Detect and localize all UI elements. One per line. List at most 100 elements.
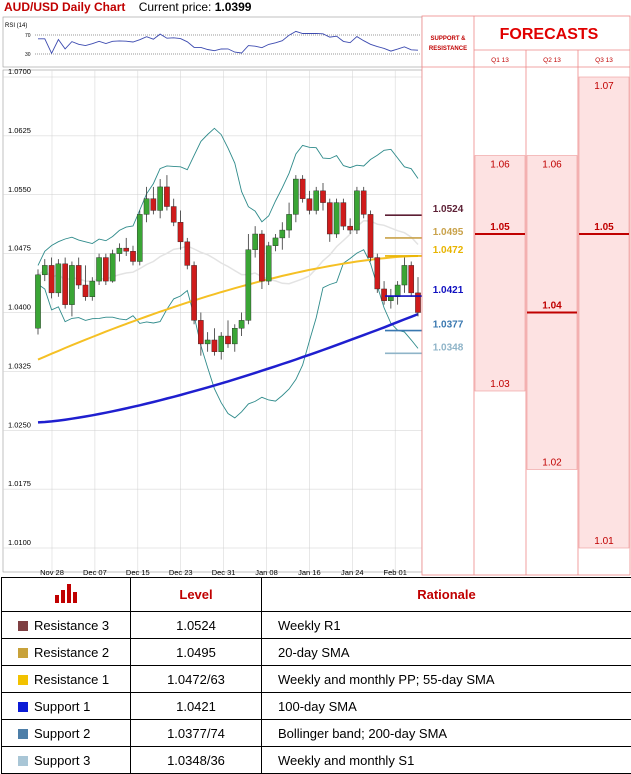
- candle-body: [170, 206, 177, 223]
- level-lines-panel: 1.0524 1.0495 1.0472 1.0421 1.0377 1.0348: [433, 204, 464, 353]
- candle-body: [252, 233, 258, 250]
- candle-body: [130, 251, 136, 262]
- rationale-column-header: Rationale: [261, 577, 631, 612]
- level-column-header: Level: [130, 577, 262, 612]
- level-rationale: 100-day SMA: [261, 692, 631, 720]
- y-tick-label: 1.0325: [8, 361, 31, 370]
- level-label: 1.0495: [433, 227, 464, 238]
- bollinger-upper-band: [37, 127, 419, 266]
- candle-body: [164, 186, 170, 207]
- x-tick-label: Dec 31: [212, 568, 236, 577]
- candle-body: [225, 335, 231, 345]
- candle-body: [415, 292, 421, 313]
- chart-title: AUD/USD Daily Chart: [4, 0, 126, 14]
- candle-body: [48, 265, 55, 294]
- candle-body: [184, 241, 191, 266]
- forecast-range-bar: [578, 76, 630, 549]
- level-value: 1.0348/36: [130, 746, 262, 774]
- current-price-value: 1.0399: [214, 0, 252, 14]
- x-axis-labels: Nov 28 Dec 07 Dec 15 Dec 23 Dec 31 Jan 08 Jan …: [40, 568, 407, 577]
- candle-body: [299, 178, 306, 199]
- candle-body: [204, 339, 211, 345]
- table-row: Resistance 2 1.0495 20-day SMA: [1, 638, 631, 666]
- level-rationale: Weekly R1: [261, 611, 631, 639]
- candle-body: [340, 202, 347, 227]
- forecast-low-label: 1.02: [542, 458, 562, 469]
- level-name-cell: Resistance 1: [1, 665, 131, 693]
- level-color-swatch: [18, 755, 28, 766]
- forecast-panel: SUPPORT & RESISTANCE FORECASTS Q1 13 Q2 …: [421, 15, 631, 576]
- levels-table-body: Resistance 3 1.0524 Weekly R1 Resistance 2 1…: [1, 611, 631, 774]
- y-axis-labels: 1.0700 1.0625 1.0550 1.0475 1.0400 1.0325 1.02…: [8, 67, 31, 547]
- rsi-label: RSI (14): [5, 23, 27, 29]
- level-value: 1.0472/63: [130, 665, 262, 693]
- candle-body: [89, 280, 96, 298]
- sma-100-line: [37, 312, 419, 424]
- table-row: Support 2 1.0377/74 Bollinger band; 200-da…: [1, 719, 631, 747]
- rsi-level-30: 30: [25, 52, 31, 58]
- candle-body: [367, 214, 374, 258]
- level-value: 1.0495: [130, 638, 262, 666]
- forecast-high-label: 1.06: [542, 160, 562, 171]
- x-tick-label: Dec 15: [126, 568, 150, 577]
- candle-body: [116, 247, 123, 254]
- candle-body: [333, 202, 340, 235]
- level-name: Resistance 2: [34, 644, 110, 660]
- candle-body: [177, 222, 184, 243]
- x-tick-label: Nov 28: [40, 568, 64, 577]
- candle-body: [293, 178, 299, 215]
- table-row: Resistance 3 1.0524 Weekly R1: [1, 611, 631, 639]
- x-tick-label: Jan 08: [255, 568, 278, 577]
- chart-header: AUD/USD Daily Chart Current price: 1.039…: [4, 0, 251, 14]
- level-label: 1.0472: [433, 245, 464, 256]
- y-tick-label: 1.0175: [8, 479, 31, 488]
- candle-body: [35, 274, 41, 329]
- candle-body: [259, 233, 265, 282]
- y-tick-label: 1.0550: [8, 185, 31, 194]
- forecasts-heading: FORECASTS: [500, 26, 599, 43]
- y-tick-label: 1.0475: [8, 244, 31, 253]
- level-name: Resistance 1: [34, 671, 110, 687]
- x-tick-label: Jan 16: [298, 568, 321, 577]
- level-rationale: Weekly and monthly PP; 55-day SMA: [261, 665, 631, 693]
- table-row: Support 1 1.0421 100-day SMA: [1, 692, 631, 720]
- x-tick-label: Dec 07: [83, 568, 107, 577]
- support-resistance-heading-1: SUPPORT &: [430, 36, 466, 42]
- candle-body: [157, 186, 163, 211]
- forecast-median-label: 1.05: [490, 222, 510, 233]
- vertical-gridlines: [51, 70, 396, 572]
- candle-body: [326, 202, 333, 235]
- forecast-quarter-q1: Q1 13: [491, 57, 509, 64]
- candle-body: [231, 328, 238, 345]
- level-name: Support 1: [34, 698, 91, 714]
- level-label: 1.0348: [433, 342, 464, 353]
- table-row: Resistance 1 1.0472/63 Weekly and monthly …: [1, 665, 631, 693]
- candle-body: [109, 253, 116, 282]
- candle-body: [381, 288, 387, 301]
- candle-body: [313, 190, 320, 211]
- level-color-swatch: [18, 647, 28, 658]
- x-tick-label: Dec 23: [169, 568, 193, 577]
- candle-body: [286, 214, 292, 231]
- level-value: 1.0421: [130, 692, 262, 720]
- level-label: 1.0377: [433, 320, 464, 331]
- levels-table: Level Rationale Resistance 3 1.0524 Weekly…: [1, 577, 631, 774]
- candle-body: [265, 245, 272, 282]
- levels-table-header: Level Rationale: [1, 577, 631, 612]
- candle-body: [211, 339, 218, 352]
- forecast-high-label: 1.07: [594, 81, 614, 92]
- level-name-cell: Support 1: [1, 692, 131, 720]
- candle-body: [198, 320, 204, 345]
- level-value: 1.0524: [130, 611, 262, 639]
- rsi-line: [38, 30, 419, 55]
- support-resistance-heading-2: RESISTANCE: [429, 46, 467, 52]
- forecast-range-bar: [474, 155, 526, 392]
- level-name-cell: Resistance 3: [1, 611, 131, 639]
- level-rationale: Weekly and monthly S1: [261, 746, 631, 774]
- candle-body: [306, 198, 313, 211]
- y-tick-label: 1.0625: [8, 126, 31, 135]
- candle-body: [374, 257, 381, 290]
- candle-body: [388, 296, 394, 301]
- level-value: 1.0377/74: [130, 719, 262, 747]
